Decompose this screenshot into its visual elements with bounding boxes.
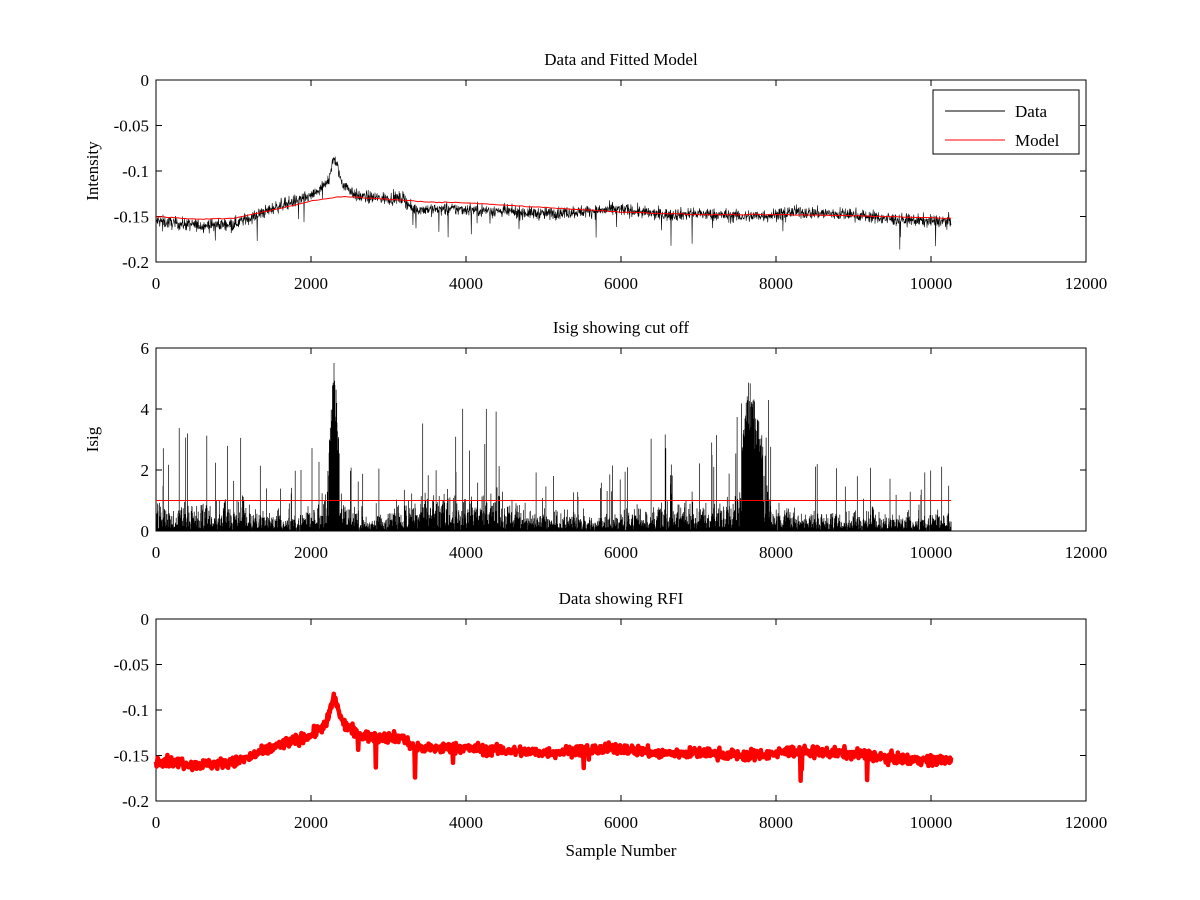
x-tick-label: 0 (152, 813, 161, 832)
x-tick-label: 4000 (449, 813, 483, 832)
x-tick-label: 6000 (604, 813, 638, 832)
x-tick-label: 10000 (910, 543, 953, 562)
series-line-1-markers (155, 693, 952, 781)
plot-area (155, 618, 1087, 802)
plot-area (155, 79, 1087, 263)
y-tick-label: 0 (141, 610, 150, 629)
x-tick-label: 6000 (604, 543, 638, 562)
x-tick-label: 2000 (294, 274, 328, 293)
legend-box (932, 89, 1080, 155)
chart-title: Isig showing cut off (553, 318, 689, 337)
y-tick-label: -0.15 (114, 208, 149, 227)
x-tick-label: 0 (152, 543, 161, 562)
y-axis-label: Isig (83, 426, 102, 452)
x-tick-label: 8000 (759, 543, 793, 562)
legend-label-data: Data (1015, 102, 1048, 121)
y-tick-label: 2 (141, 461, 150, 480)
y-tick-label: -0.2 (122, 792, 149, 811)
y-tick-label: 4 (141, 400, 150, 419)
x-tick-label: 4000 (449, 543, 483, 562)
y-tick-label: -0.05 (114, 117, 149, 136)
legend-label-model: Model (1015, 131, 1060, 150)
x-tick-label: 6000 (604, 274, 638, 293)
y-tick-label: -0.05 (114, 656, 149, 675)
x-tick-label: 10000 (910, 274, 953, 293)
chart-title: Data and Fitted Model (544, 50, 698, 69)
y-tick-label: -0.15 (114, 747, 149, 766)
x-tick-label: 4000 (449, 274, 483, 293)
series-line-1 (155, 363, 952, 531)
x-axis-label: Sample Number (566, 841, 677, 860)
x-tick-label: 2000 (294, 813, 328, 832)
chart-title: Data showing RFI (559, 589, 684, 608)
x-tick-label: 2000 (294, 543, 328, 562)
y-tick-label: 0 (141, 522, 150, 541)
y-tick-label: 0 (141, 71, 150, 90)
x-tick-label: 12000 (1065, 813, 1108, 832)
chart-panel-1: Data and Fitted Model Intensity 0 2000 4000 6… (83, 50, 1107, 293)
x-tick-label: 8000 (759, 274, 793, 293)
x-tick-label: 12000 (1065, 543, 1108, 562)
y-axis-label: Intensity (83, 141, 102, 201)
y-tick-label: -0.2 (122, 253, 149, 272)
x-tick-label: 10000 (910, 813, 953, 832)
legend: Data Model (932, 89, 1080, 155)
y-tick-label: -0.1 (122, 162, 149, 181)
x-tick-label: 12000 (1065, 274, 1108, 293)
x-tick-label: 8000 (759, 813, 793, 832)
chart-panel-3: Data showing RFI Sample Number 0 2000 4000 60… (114, 589, 1108, 860)
chart-panel-2: Isig showing cut off Isig 0 2000 4000 6000 800… (83, 318, 1107, 562)
series-model (155, 196, 952, 220)
y-tick-label: 6 (141, 339, 150, 358)
x-tick-label: 0 (152, 274, 161, 293)
y-tick-label: -0.1 (122, 701, 149, 720)
